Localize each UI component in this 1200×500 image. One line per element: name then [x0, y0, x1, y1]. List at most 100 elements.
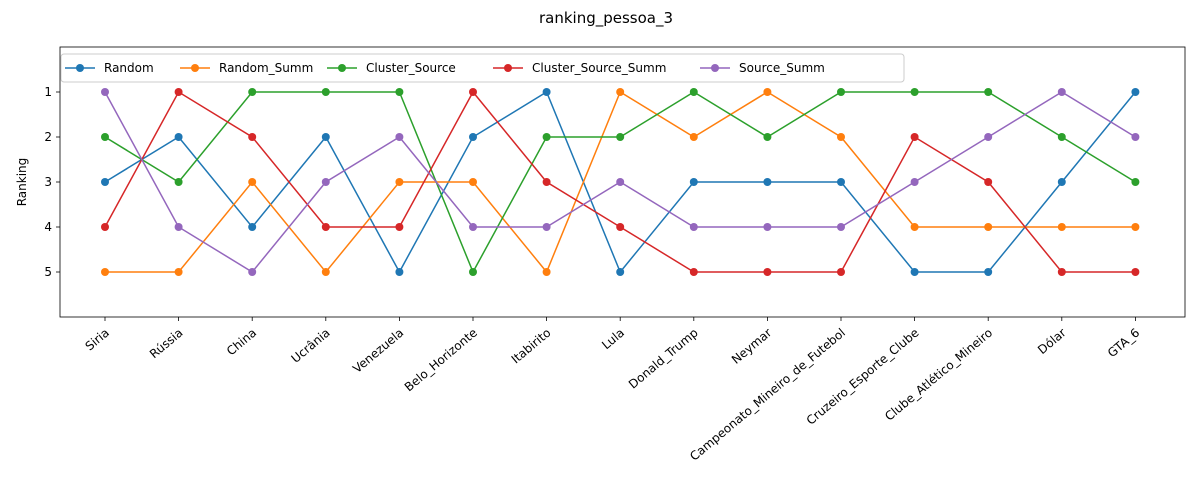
- x-tick-label: Venezuela: [350, 326, 406, 376]
- data-point-cluster-source: [616, 133, 625, 141]
- data-point-cluster-source-summ: [395, 223, 404, 231]
- data-point-source-summ: [248, 268, 257, 276]
- data-point-cluster-source-summ: [837, 268, 845, 276]
- data-point-cluster-source: [248, 88, 257, 96]
- data-point-cluster-source: [469, 268, 477, 276]
- data-point-cluster-source: [1131, 178, 1140, 186]
- y-tick-label: 5: [44, 265, 52, 279]
- data-point-source-summ: [984, 133, 993, 141]
- data-point-source-summ: [321, 178, 330, 186]
- data-point-random-summ: [837, 133, 845, 141]
- data-point-cluster-source-summ: [321, 223, 330, 231]
- data-point-source-summ: [395, 133, 404, 141]
- legend-box: [60, 53, 905, 83]
- data-point-random: [248, 223, 257, 231]
- x-tick-label: Donald_Trump: [626, 326, 701, 392]
- x-tick-label: Ucrânia: [289, 326, 333, 366]
- data-point-source-summ: [542, 223, 551, 231]
- data-point-source-summ: [1057, 88, 1066, 96]
- data-point-random: [763, 178, 772, 186]
- legend: Random Random_Summ Cluster_Source Cluster_S…: [60, 53, 905, 83]
- data-point-cluster-source-summ: [1057, 268, 1066, 276]
- data-point-cluster-source-summ: [101, 223, 109, 231]
- data-point-source-summ: [616, 178, 625, 186]
- x-tick-label: Rússia: [147, 326, 186, 362]
- data-point-random-summ: [101, 268, 109, 276]
- data-point-cluster-source-summ: [174, 88, 183, 96]
- legend-marker-cluster-source-summ: [504, 64, 512, 72]
- data-point-random-summ: [763, 88, 772, 96]
- data-point-source-summ: [101, 88, 109, 96]
- x-tick-label: Neymar: [729, 326, 774, 367]
- x-tick-label: GTA_6: [1105, 326, 1142, 361]
- legend-marker-random: [76, 64, 84, 72]
- data-point-cluster-source: [984, 88, 993, 96]
- data-point-source-summ: [763, 223, 772, 231]
- legend-label-cluster-source: Cluster_Source: [366, 61, 456, 75]
- data-point-source-summ: [1131, 133, 1140, 141]
- data-point-random-summ: [1131, 223, 1140, 231]
- chart-title: ranking_pessoa_3: [539, 9, 673, 28]
- data-point-random-summ: [984, 223, 993, 231]
- data-point-random-summ: [174, 268, 183, 276]
- data-point-random: [321, 133, 330, 141]
- data-point-random: [1057, 178, 1066, 186]
- legend-label-random: Random: [104, 61, 154, 75]
- x-tick-label: Campeonato_Mineiro_de_Futebol: [687, 326, 848, 464]
- data-point-random-summ: [248, 178, 257, 186]
- legend-label-cluster-source-summ: Cluster_Source_Summ: [532, 61, 666, 75]
- data-point-source-summ: [469, 223, 477, 231]
- data-point-random: [984, 268, 993, 276]
- data-point-cluster-source: [689, 88, 698, 96]
- data-point-cluster-source-summ: [910, 133, 919, 141]
- data-point-source-summ: [837, 223, 845, 231]
- data-point-random-summ: [616, 88, 625, 96]
- data-point-cluster-source: [542, 133, 551, 141]
- data-point-random: [837, 178, 845, 186]
- y-tick-label: 3: [44, 175, 52, 189]
- data-point-random-summ: [395, 178, 404, 186]
- data-point-cluster-source-summ: [763, 268, 772, 276]
- data-point-random: [542, 88, 551, 96]
- x-tick-label: China: [224, 326, 259, 359]
- x-tick-label: Belo_Horizonte: [402, 326, 480, 395]
- data-point-source-summ: [174, 223, 183, 231]
- y-tick-label: 2: [44, 130, 52, 144]
- data-point-cluster-source-summ: [469, 88, 477, 96]
- data-point-source-summ: [910, 178, 919, 186]
- data-point-random: [469, 133, 477, 141]
- data-point-cluster-source-summ: [542, 178, 551, 186]
- data-point-cluster-source: [101, 133, 109, 141]
- data-point-cluster-source-summ: [1131, 268, 1140, 276]
- data-point-random-summ: [910, 223, 919, 231]
- data-point-source-summ: [689, 223, 698, 231]
- data-point-cluster-source: [1057, 133, 1066, 141]
- data-point-cluster-source: [395, 88, 404, 96]
- y-tick-label: 1: [44, 85, 52, 99]
- legend-marker-source-summ: [711, 64, 719, 72]
- legend-label-random-summ: Random_Summ: [219, 61, 313, 75]
- data-point-cluster-source-summ: [248, 133, 257, 141]
- x-tick-label: Siria: [83, 326, 112, 354]
- data-point-random: [174, 133, 183, 141]
- data-point-random-summ: [1057, 223, 1066, 231]
- data-point-random: [395, 268, 404, 276]
- y-axis-label: Ranking: [15, 158, 29, 207]
- data-point-cluster-source: [321, 88, 330, 96]
- data-point-cluster-source: [910, 88, 919, 96]
- data-point-cluster-source-summ: [984, 178, 993, 186]
- data-point-cluster-source: [837, 88, 845, 96]
- data-point-random: [910, 268, 919, 276]
- data-point-random: [1131, 88, 1140, 96]
- x-tick-label: Itabirito: [509, 326, 554, 367]
- data-point-random: [101, 178, 109, 186]
- data-point-cluster-source: [174, 178, 183, 186]
- data-point-cluster-source: [763, 133, 772, 141]
- data-point-random: [689, 178, 698, 186]
- data-point-random: [616, 268, 625, 276]
- y-tick-label: 4: [44, 220, 52, 234]
- x-tick-label: Lula: [599, 326, 627, 353]
- x-tick-label: Dólar: [1035, 326, 1069, 357]
- data-point-random-summ: [689, 133, 698, 141]
